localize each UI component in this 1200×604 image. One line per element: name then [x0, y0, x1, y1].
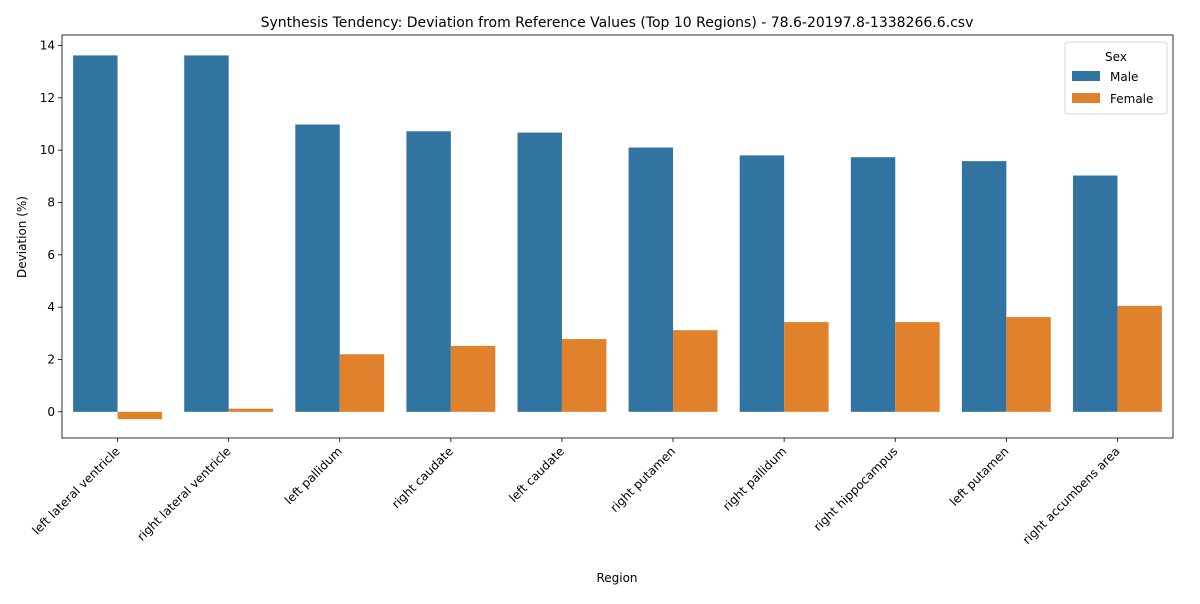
x-tick-label: right putamen	[607, 444, 678, 515]
bar-male-7	[850, 157, 896, 412]
bar-female-8	[1006, 317, 1051, 412]
bar-female-1	[228, 408, 274, 412]
plot-frame	[61, 34, 1174, 439]
bar-male-1	[184, 55, 229, 412]
bar-female-7	[895, 322, 940, 412]
x-tick-label: right hippocampus	[811, 444, 901, 534]
y-axis-label: Deviation (%)	[15, 196, 29, 278]
x-tick-label: left putamen	[947, 444, 1012, 509]
bars-layer	[73, 55, 1162, 420]
bar-male-3	[406, 131, 451, 412]
legend-swatch-female	[1072, 93, 1100, 103]
legend: Sex Male Female	[1064, 41, 1168, 115]
x-tick-label: left caudate	[506, 444, 567, 505]
y-tick-label: 4	[47, 300, 55, 314]
bar-female-3	[450, 345, 496, 412]
y-tick-label: 6	[47, 248, 55, 262]
bar-female-2	[339, 354, 385, 412]
x-tick-label: right lateral ventricle	[134, 444, 233, 543]
legend-title: Sex	[1105, 50, 1127, 64]
legend-swatch-male	[1072, 71, 1100, 81]
bar-female-5	[673, 330, 718, 412]
bar-male-5	[628, 147, 674, 412]
x-axis-label: Region	[596, 571, 637, 585]
y-tick-label: 0	[47, 405, 55, 419]
y-axis: 0 2 4 6 8 10 12 14	[40, 38, 62, 419]
x-tick-label: right caudate	[389, 444, 456, 511]
y-tick-label: 10	[40, 143, 55, 157]
y-tick-label: 12	[40, 91, 55, 105]
bar-male-6	[739, 155, 785, 412]
x-tick-label: left lateral ventricle	[29, 444, 122, 537]
x-tick-label: right pallidum	[720, 444, 789, 513]
legend-label-female: Female	[1110, 92, 1153, 106]
y-tick-label: 8	[47, 195, 55, 209]
bar-male-0	[73, 55, 118, 412]
bar-female-6	[784, 322, 829, 412]
bar-male-9	[1073, 175, 1118, 412]
bar-female-0	[117, 411, 162, 420]
x-axis: left lateral ventricle right lateral vent…	[29, 438, 1123, 547]
bar-male-8	[961, 161, 1007, 412]
x-tick-label: right accumbens area	[1020, 444, 1123, 547]
x-tick-label: left pallidum	[282, 444, 345, 507]
bar-female-9	[1117, 305, 1162, 412]
y-tick-label: 2	[47, 352, 55, 366]
bar-male-2	[295, 124, 340, 412]
bar-male-4	[517, 132, 562, 412]
chart-title: Synthesis Tendency: Deviation from Refer…	[261, 15, 974, 31]
y-tick-label: 14	[40, 38, 55, 52]
legend-label-male: Male	[1110, 70, 1138, 84]
bar-female-4	[561, 339, 607, 412]
